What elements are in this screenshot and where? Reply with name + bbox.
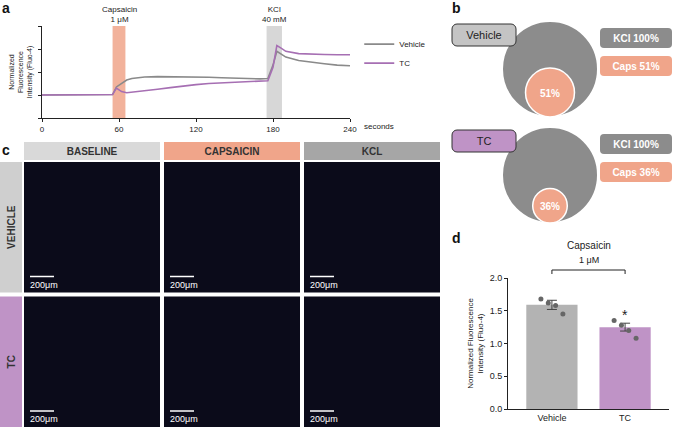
svg-text:KCl40 mM: KCl40 mM (262, 5, 287, 24)
svg-text:0.5: 0.5 (490, 371, 503, 381)
html-text:c: c (2, 142, 10, 158)
svg-text:36%: 36% (540, 201, 560, 212)
svg-text:TC: TC (6, 355, 17, 368)
svg-text:CAPSAICIN: CAPSAICIN (204, 146, 259, 157)
svg-text:120: 120 (189, 125, 203, 134)
svg-text:200μm: 200μm (310, 414, 338, 424)
svg-text:0.0: 0.0 (490, 404, 503, 414)
svg-text:NormalizedFluorescenceIntensit: NormalizedFluorescenceIntensity (Fluo-4) (8, 46, 34, 99)
svg-text:200μm: 200μm (170, 280, 198, 290)
svg-text:KCL: KCL (362, 146, 383, 157)
svg-text:KCl 100%: KCl 100% (613, 139, 659, 150)
svg-text:200μm: 200μm (30, 280, 58, 290)
svg-text:TC: TC (477, 135, 492, 147)
svg-text:BASELINE: BASELINE (67, 146, 118, 157)
svg-text:Normalized FluorescenceIntensi: Normalized FluorescenceIntensity (Fluo-4… (466, 298, 485, 389)
svg-text:240: 240 (343, 125, 357, 134)
svg-text:TC: TC (399, 59, 410, 68)
svg-text:seconds: seconds (364, 122, 394, 131)
svg-text:0: 0 (40, 125, 45, 134)
html-text:b: b (452, 0, 461, 16)
html-text:a: a (2, 0, 10, 16)
svg-text:Caps 51%: Caps 51% (612, 61, 659, 72)
svg-text:2.0: 2.0 (490, 273, 503, 283)
svg-text:Caps 36%: Caps 36% (612, 167, 659, 178)
svg-text:Vehicle: Vehicle (466, 29, 501, 41)
svg-text:1.5: 1.5 (490, 306, 503, 316)
svg-text:180: 180 (266, 125, 280, 134)
svg-text:Vehicle: Vehicle (399, 40, 425, 49)
svg-text:51%: 51% (540, 88, 560, 99)
svg-text:200μm: 200μm (170, 414, 198, 424)
html-text:d: d (452, 230, 461, 246)
svg-text:TC: TC (619, 413, 631, 423)
svg-text:Capsaicin: Capsaicin (567, 240, 611, 251)
svg-text:200μm: 200μm (310, 280, 338, 290)
svg-text:1.0: 1.0 (490, 339, 503, 349)
svg-text:60: 60 (115, 125, 124, 134)
svg-text:Vehicle: Vehicle (537, 413, 566, 423)
svg-text:VEHICLE: VEHICLE (6, 205, 17, 249)
svg-text:*: * (622, 307, 628, 323)
svg-text:KCl 100%: KCl 100% (613, 33, 659, 44)
svg-text:1 μM: 1 μM (579, 255, 599, 265)
svg-text:200μm: 200μm (30, 414, 58, 424)
svg-text:Capsaicin1 μM: Capsaicin1 μM (102, 5, 137, 24)
